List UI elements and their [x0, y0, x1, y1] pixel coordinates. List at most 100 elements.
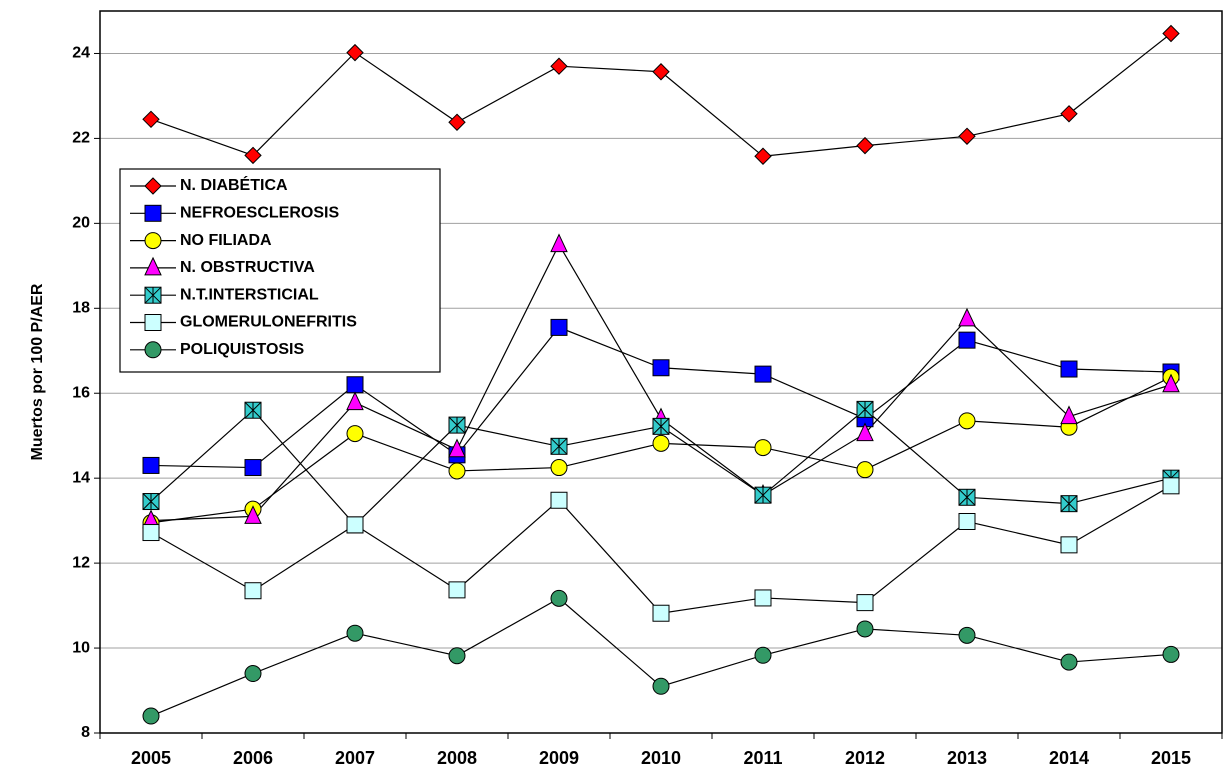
data-point: [958, 488, 976, 506]
data-point: [958, 512, 976, 530]
marker-cross: [856, 401, 874, 418]
legend-marker: [144, 256, 162, 276]
legend-marker: [144, 286, 162, 304]
data-point: [244, 582, 262, 600]
y-tick-label: 22: [72, 130, 90, 147]
x-tick-label: 2012: [845, 748, 885, 768]
legend-marker: [144, 314, 162, 331]
data-point: [244, 665, 262, 683]
legend-label: NO FILIADA: [180, 232, 272, 249]
data-point: [652, 434, 670, 452]
data-point: [346, 516, 364, 534]
data-point: [856, 400, 874, 418]
x-tick-label: 2009: [539, 748, 579, 768]
data-point: [754, 589, 772, 607]
data-point: [550, 491, 568, 509]
data-point: [958, 127, 976, 145]
marker-cross: [142, 493, 160, 510]
data-point: [856, 594, 874, 612]
data-point: [754, 486, 772, 504]
data-point: [754, 147, 772, 165]
marker-cross: [448, 416, 466, 434]
y-tick-label: 10: [72, 639, 90, 656]
data-point: [652, 359, 670, 377]
data-point: [550, 589, 568, 607]
x-tick-label: 2008: [437, 748, 477, 768]
data-point: [958, 331, 976, 349]
data-point: [244, 146, 262, 165]
legend-label: GLOMERULONEFRITIS: [180, 314, 357, 331]
data-point: [448, 581, 466, 599]
data-point: [1060, 360, 1078, 378]
data-point: [550, 57, 568, 75]
data-point: [1060, 653, 1078, 671]
y-tick-label: 12: [72, 554, 90, 571]
data-point: [142, 493, 160, 511]
data-point: [652, 677, 670, 695]
data-point: [142, 110, 160, 129]
series-line: [150, 33, 1172, 157]
marker-cross: [244, 401, 262, 419]
x-tick-label: 2014: [1049, 748, 1089, 768]
plot-frame: [99, 10, 1223, 734]
y-tick-label: 16: [72, 384, 90, 401]
x-tick-label: 2005: [131, 748, 171, 768]
x-tick-label: 2007: [335, 748, 375, 768]
data-point: [754, 439, 772, 457]
y-tick-label: 20: [72, 215, 90, 232]
data-point: [244, 459, 262, 477]
data-point: [754, 365, 772, 383]
data-point: [550, 233, 568, 253]
legend-marker: [144, 204, 162, 222]
data-point: [448, 113, 466, 131]
data-point: [856, 136, 874, 155]
data-point: [1060, 536, 1078, 554]
data-point: [1060, 405, 1078, 425]
legend-label: NEFROESCLEROSIS: [180, 205, 339, 222]
marker-cross: [550, 437, 568, 455]
marker-cross: [144, 286, 162, 304]
data-point: [142, 524, 160, 542]
marker-cross: [652, 418, 670, 435]
y-tick-label: 14: [72, 469, 90, 486]
data-point: [550, 318, 568, 336]
y-axis-label: Muertos por 100 P/AER: [29, 283, 46, 460]
legend-marker: [144, 232, 162, 250]
legend: N. DIABÉTICA NEFROESCLEROSIS NO FILIADA N. …: [119, 168, 441, 373]
x-tick-label: 2015: [1151, 748, 1191, 768]
data-point: [1060, 495, 1078, 513]
series-line: [150, 485, 1172, 614]
marker-cross: [1060, 495, 1078, 513]
legend-box: [119, 168, 441, 373]
data-point: [1162, 477, 1180, 495]
legend-marker: [144, 177, 162, 195]
data-point: [958, 626, 976, 644]
data-point: [346, 425, 364, 443]
data-point: [652, 604, 670, 622]
data-point: [1162, 24, 1180, 43]
marker-cross: [958, 488, 976, 506]
data-point: [652, 417, 670, 435]
marker-cross: [754, 486, 772, 504]
legend-marker: [144, 341, 162, 359]
data-point: [142, 456, 160, 474]
data-point: [550, 437, 568, 455]
data-point: [448, 647, 466, 665]
x-tick-label: 2010: [641, 748, 681, 768]
legend-label: N. OBSTRUCTIVA: [180, 259, 315, 276]
x-tick-label: 2011: [743, 748, 782, 768]
data-point: [1162, 373, 1180, 393]
data-point: [958, 412, 976, 430]
y-tick-label: 8: [81, 724, 90, 741]
data-point: [346, 376, 364, 394]
data-point: [550, 459, 568, 477]
x-tick-label: 2006: [233, 748, 273, 768]
data-point: [856, 422, 874, 442]
data-point: [448, 462, 466, 480]
data-point: [856, 461, 874, 479]
data-point: [448, 438, 466, 458]
legend-label: N. DIABÉTICA: [180, 175, 288, 194]
data-point: [1060, 105, 1078, 123]
data-point: [346, 391, 364, 411]
y-tick-label: 24: [72, 45, 90, 62]
